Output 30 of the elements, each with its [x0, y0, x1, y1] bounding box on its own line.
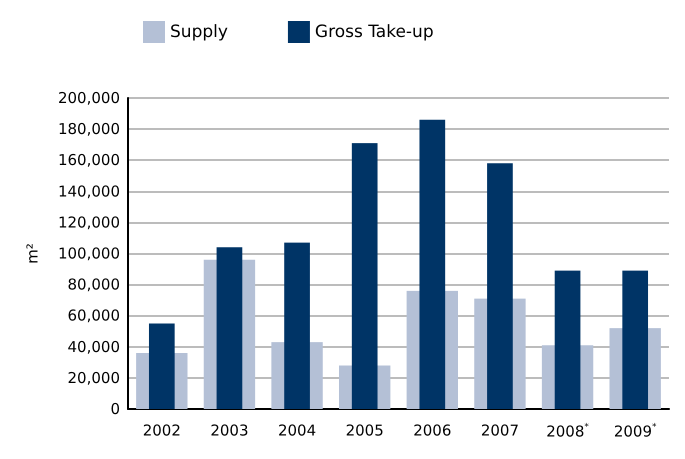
y-tick-label: 60,000 — [68, 306, 120, 325]
y-tick-label: 0 — [110, 400, 120, 418]
y-tick-label: 80,000 — [68, 276, 120, 294]
x-tick-label: 2005 — [346, 422, 384, 440]
x-tick-label: 2006 — [413, 422, 452, 440]
x-tick-label: 2007 — [480, 422, 520, 440]
y-tick-label: 100,000 — [58, 244, 120, 262]
y-tick-label: 180,000 — [58, 120, 120, 138]
y-axis-title: m² — [24, 243, 42, 264]
x-tick-label: 2003 — [210, 422, 249, 440]
y-tick-label: 200,000 — [58, 89, 120, 107]
y-tick-label: 160,000 — [58, 151, 120, 170]
x-tick-label: 2004 — [278, 422, 316, 440]
y-tick-label: 140,000 — [58, 182, 120, 200]
y-tick-label: 20,000 — [68, 368, 120, 387]
bar — [622, 270, 648, 409]
legend-label: Gross Take-up — [314, 22, 434, 42]
bar — [419, 120, 446, 409]
bar — [554, 270, 580, 409]
legend-label: Supply — [170, 22, 228, 42]
bar — [216, 247, 242, 409]
y-tick-label: 120,000 — [58, 213, 120, 232]
bar — [352, 143, 378, 409]
x-tick-label: 2008* — [546, 422, 590, 440]
x-tick-label: 2009* — [614, 422, 658, 440]
bar — [148, 323, 175, 409]
bar — [487, 163, 513, 409]
x-tick-label: 2002 — [142, 422, 181, 440]
bar — [284, 242, 310, 409]
y-tick-label: 40,000 — [68, 338, 120, 356]
